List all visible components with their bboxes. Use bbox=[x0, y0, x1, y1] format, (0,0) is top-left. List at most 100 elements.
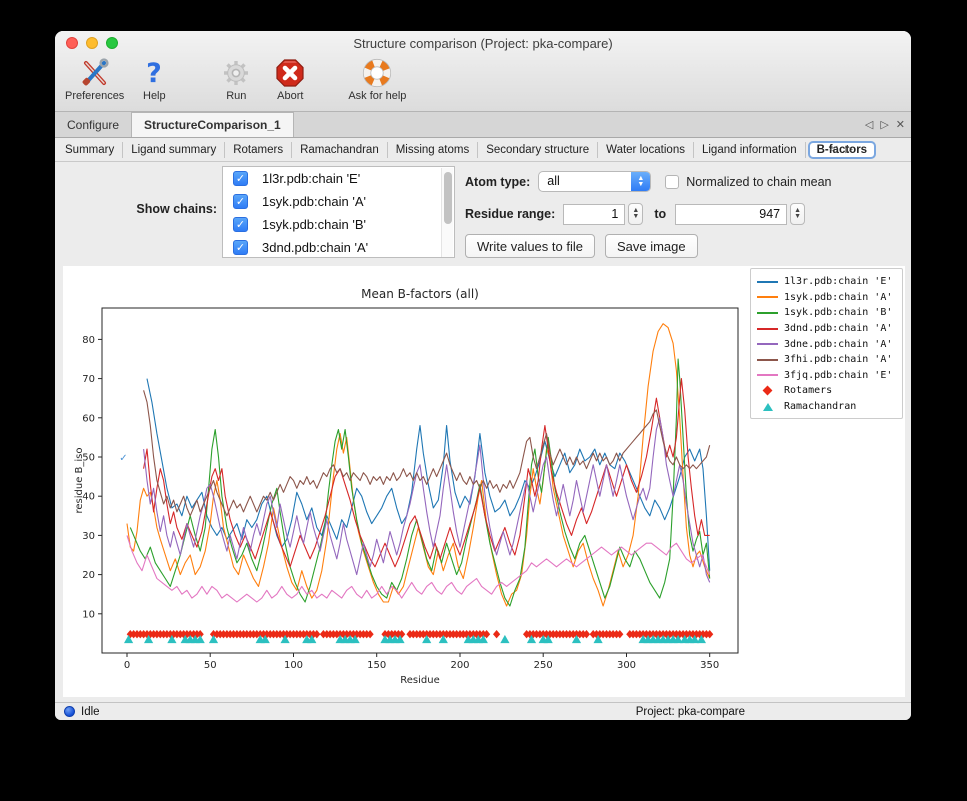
subtab-ramachandran[interactable]: Ramachandran bbox=[292, 141, 388, 158]
window-title: Structure comparison (Project: pka-compa… bbox=[353, 35, 613, 51]
status-text: Idle bbox=[81, 705, 100, 718]
subtab-bar: Summary Ligand summary Rotamers Ramachandra… bbox=[55, 138, 911, 162]
svg-text:0: 0 bbox=[124, 660, 130, 671]
legend-item: 3fhi.pdb:chain 'A' bbox=[757, 352, 896, 368]
residue-to-stepper[interactable]: ▲ ▼ bbox=[790, 203, 806, 225]
svg-text:60: 60 bbox=[82, 413, 95, 424]
chain-label: 3dnd.pdb:chain 'A' bbox=[262, 240, 369, 255]
subtab-b-factors[interactable]: B-factors bbox=[807, 140, 877, 159]
window-chrome: Structure comparison (Project: pka-compa… bbox=[55, 31, 911, 112]
legend-item-ramachandran: Ramachandran bbox=[757, 399, 896, 415]
chart-legend: 1l3r.pdb:chain 'E' 1syk.pdb:chain 'A' 1syk… bbox=[750, 268, 903, 420]
controls-right-column: Atom type: all ▲ ▼ Normalized to chain me… bbox=[465, 162, 905, 265]
subtab-water-locations[interactable]: Water locations bbox=[598, 141, 694, 158]
legend-label: 3dne.pdb:chain 'A' bbox=[784, 338, 893, 350]
legend-sample bbox=[757, 374, 778, 377]
atom-type-select[interactable]: all ▲ ▼ bbox=[538, 171, 652, 192]
write-values-button[interactable]: Write values to file bbox=[465, 234, 595, 258]
atom-type-label: Atom type: bbox=[465, 174, 531, 189]
status-bar: Idle Project: pka-compare bbox=[55, 702, 911, 720]
tab-structurecomparison_1[interactable]: StructureComparison_1 bbox=[132, 112, 294, 137]
subtab-ligand-information[interactable]: Ligand information bbox=[694, 141, 806, 158]
legend-item: 1syk.pdb:chain 'B' bbox=[757, 305, 896, 321]
legend-sample bbox=[757, 386, 778, 396]
tab-bar-controls: ◁ ▷ ✕ bbox=[865, 112, 905, 137]
gear-icon bbox=[220, 57, 252, 89]
subtab-summary[interactable]: Summary bbox=[57, 141, 124, 158]
chain-list-item[interactable]: ✓ 1l3r.pdb:chain 'E' bbox=[223, 167, 454, 190]
bfactor-chart[interactable]: 0 50 100 150 200 250 300 350 10 20 30 40 50 60 70 80 Mea… bbox=[63, 266, 905, 697]
run-button[interactable]: Run bbox=[212, 57, 260, 102]
legend-sample bbox=[757, 343, 778, 346]
help-button[interactable]: ? Help bbox=[130, 57, 178, 102]
svg-text:100: 100 bbox=[284, 660, 303, 671]
chain-checkbox[interactable]: ✓ bbox=[233, 217, 248, 232]
tab-configure[interactable]: Configure bbox=[55, 112, 133, 137]
chain-list-scrollbar[interactable] bbox=[441, 168, 453, 257]
scrollbar-thumb[interactable] bbox=[443, 172, 452, 224]
zoom-window-button[interactable] bbox=[106, 37, 118, 49]
controls-panel: Show chains: ✓ 1l3r.pdb:chain 'E' ✓ 1syk.pd… bbox=[55, 162, 911, 265]
toolbar-item-label: Abort bbox=[277, 90, 304, 102]
legend-sample bbox=[757, 280, 778, 283]
legend-item: 1syk.pdb:chain 'A' bbox=[757, 290, 896, 306]
subtab-prev-icon[interactable]: ◁ bbox=[829, 144, 838, 155]
lifebuoy-icon bbox=[361, 57, 393, 89]
chain-checkbox[interactable]: ✓ bbox=[233, 171, 248, 186]
legend-label: 3fhi.pdb:chain 'A' bbox=[784, 354, 893, 366]
chain-list-item[interactable]: ✓ 1syk.pdb:chain 'B' bbox=[223, 213, 454, 236]
legend-sample bbox=[757, 327, 778, 330]
svg-text:350: 350 bbox=[700, 660, 719, 671]
tab-prev-icon[interactable]: ◁ bbox=[864, 119, 874, 131]
save-image-button[interactable]: Save image bbox=[604, 234, 698, 258]
legend-label: 3dnd.pdb:chain 'A' bbox=[784, 323, 893, 335]
legend-sample bbox=[757, 358, 778, 361]
svg-text:20: 20 bbox=[82, 570, 95, 581]
status-project: Project: pka-compare bbox=[635, 705, 745, 718]
chain-list[interactable]: ✓ 1l3r.pdb:chain 'E' ✓ 1syk.pdb:chain 'A' ✓ 1… bbox=[222, 166, 455, 258]
tab-close-icon[interactable]: ✕ bbox=[895, 119, 905, 131]
chain-label: 1syk.pdb:chain 'A' bbox=[262, 194, 366, 209]
residue-from-stepper[interactable]: ▲ ▼ bbox=[628, 203, 644, 225]
chain-list-item[interactable]: ✓ 1syk.pdb:chain 'A' bbox=[223, 190, 454, 213]
svg-text:Residue: Residue bbox=[400, 675, 439, 686]
legend-label: 1syk.pdb:chain 'B' bbox=[784, 307, 893, 319]
titlebar[interactable]: Structure comparison (Project: pka-compa… bbox=[55, 31, 911, 55]
subtab-missing-atoms[interactable]: Missing atoms bbox=[388, 141, 479, 158]
svg-text:50: 50 bbox=[204, 660, 217, 671]
legend-sample bbox=[757, 311, 778, 314]
preferences-button[interactable]: Preferences bbox=[65, 57, 124, 102]
atom-type-value: all bbox=[547, 174, 560, 188]
residue-from-input[interactable]: 1 bbox=[563, 203, 626, 225]
subtab-bar-controls: ◁ ▷ bbox=[830, 144, 853, 155]
chain-label: 1l3r.pdb:chain 'E' bbox=[262, 171, 361, 186]
chain-checkbox[interactable]: ✓ bbox=[233, 240, 248, 255]
chain-list-item[interactable]: ✓ 3dnd.pdb:chain 'A' bbox=[223, 236, 454, 257]
normalized-checkbox[interactable] bbox=[665, 174, 680, 189]
abort-button[interactable]: Abort bbox=[266, 57, 314, 102]
close-window-button[interactable] bbox=[66, 37, 78, 49]
svg-text:10: 10 bbox=[82, 609, 95, 620]
svg-text:250: 250 bbox=[534, 660, 553, 671]
subtab-rotamers[interactable]: Rotamers bbox=[225, 141, 293, 158]
subtab-ligand-summary[interactable]: Ligand summary bbox=[123, 141, 226, 158]
legend-item-rotamers: Rotamers bbox=[757, 383, 896, 399]
toolbar-item-label: Ask for help bbox=[348, 90, 407, 102]
show-chains-label: Show chains: bbox=[136, 202, 217, 216]
range-to-label: to bbox=[654, 207, 667, 221]
legend-label: Ramachandran bbox=[784, 401, 857, 413]
ask-for-help-button[interactable]: Ask for help bbox=[348, 57, 406, 102]
minimize-window-button[interactable] bbox=[86, 37, 98, 49]
svg-text:150: 150 bbox=[367, 660, 386, 671]
tab-next-icon[interactable]: ▷ bbox=[880, 119, 889, 131]
legend-sample bbox=[757, 402, 778, 411]
svg-text:80: 80 bbox=[82, 335, 95, 346]
subtab-next-icon[interactable]: ▷ bbox=[845, 144, 853, 155]
chain-checkbox[interactable]: ✓ bbox=[233, 194, 248, 209]
svg-text:50: 50 bbox=[82, 453, 95, 464]
residue-to-input[interactable]: 947 bbox=[675, 203, 788, 225]
svg-text:70: 70 bbox=[82, 374, 95, 385]
subtab-secondary-structure[interactable]: Secondary structure bbox=[478, 141, 599, 158]
legend-item: 3dnd.pdb:chain 'A' bbox=[757, 321, 896, 337]
